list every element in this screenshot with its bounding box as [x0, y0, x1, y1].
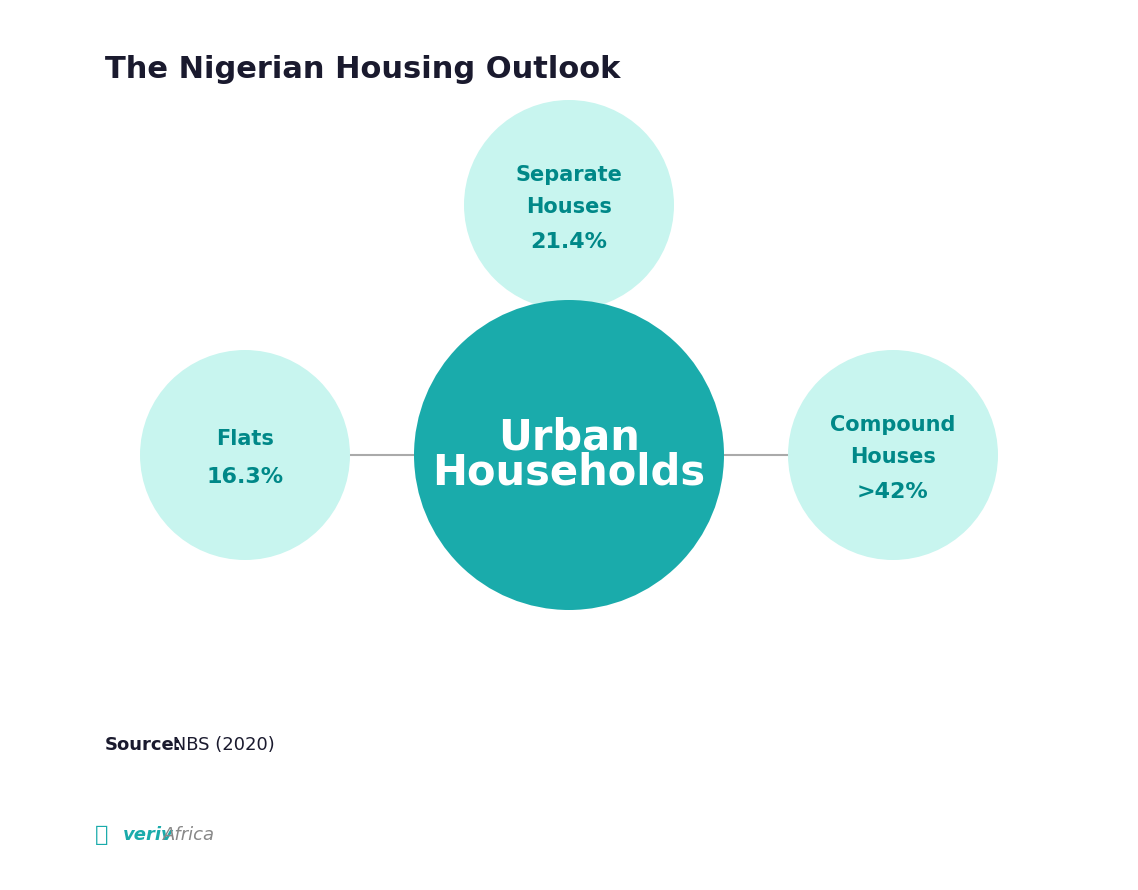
Text: Separate: Separate: [516, 165, 622, 185]
Circle shape: [140, 350, 351, 560]
Text: Flats: Flats: [216, 429, 274, 449]
Text: Urban: Urban: [498, 417, 640, 458]
Circle shape: [787, 350, 998, 560]
Text: The Nigerian Housing Outlook: The Nigerian Housing Outlook: [105, 55, 620, 84]
Text: veriv: veriv: [123, 826, 174, 844]
Text: Households: Households: [432, 451, 706, 494]
Text: NBS (2020): NBS (2020): [167, 736, 274, 754]
Text: Houses: Houses: [850, 447, 935, 467]
Text: Africa: Africa: [163, 826, 215, 844]
Text: Source:: Source:: [105, 736, 182, 754]
Text: ⮡: ⮡: [94, 825, 108, 845]
Text: Compound: Compound: [831, 415, 956, 435]
Text: 21.4%: 21.4%: [530, 232, 608, 252]
Text: 16.3%: 16.3%: [206, 467, 283, 487]
Circle shape: [414, 300, 724, 610]
Text: Houses: Houses: [526, 197, 612, 217]
Text: >42%: >42%: [857, 482, 929, 502]
Circle shape: [464, 100, 674, 310]
